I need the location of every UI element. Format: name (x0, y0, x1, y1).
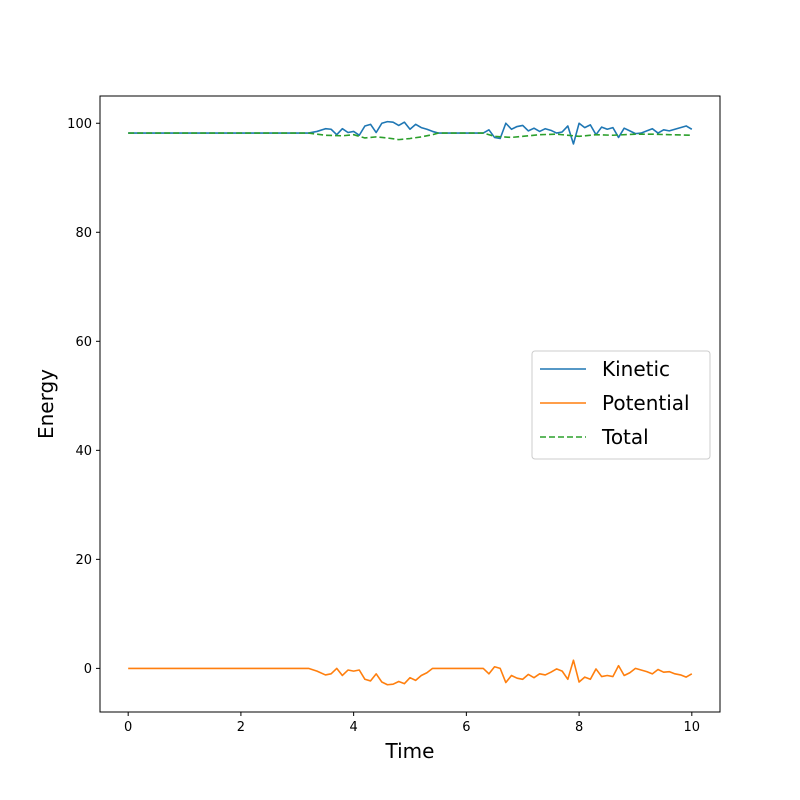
series-line-potential (128, 659, 693, 686)
legend-label-potential: Potential (602, 391, 690, 415)
x-axis-label: Time (385, 739, 435, 763)
legend-box (531, 350, 711, 460)
legend-label-total: Total (601, 425, 649, 449)
y-axis-ticks: 0 20 40 60 80 100 (67, 117, 100, 677)
x-tick-label: 2 (237, 720, 245, 735)
y-tick-label: 60 (75, 335, 92, 350)
axes-frame (99, 95, 721, 713)
x-tick-label: 0 (124, 720, 132, 735)
series-line-kinetic (128, 120, 693, 145)
y-tick-label: 40 (75, 444, 92, 459)
legend-label-kinetic: Kinetic (602, 357, 670, 381)
y-axis-label: Energy (34, 369, 58, 439)
y-tick-label: 0 (84, 662, 92, 677)
x-axis-ticks: 0 2 4 6 8 10 (124, 712, 700, 735)
series-layer (128, 120, 693, 686)
x-tick-label: 8 (575, 720, 583, 735)
plot-area (99, 95, 721, 713)
y-tick-label: 20 (75, 553, 92, 568)
x-tick-label: 4 (349, 720, 357, 735)
y-tick-label: 80 (75, 226, 92, 241)
x-tick-label: 10 (684, 720, 701, 735)
legend: Kinetic Potential Total (531, 350, 711, 460)
x-tick-label: 6 (462, 720, 470, 735)
y-tick-label: 100 (67, 117, 92, 132)
series-line-total (128, 132, 692, 141)
